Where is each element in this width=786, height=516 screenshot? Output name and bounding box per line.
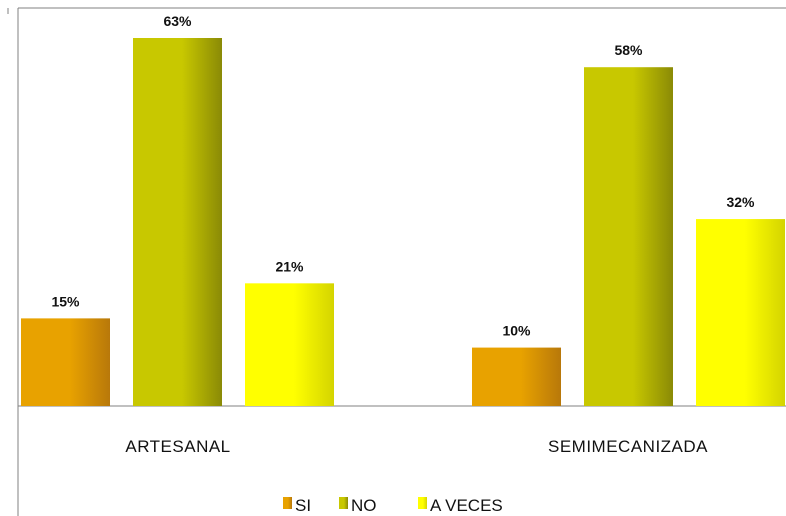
bar-semimecanizada-no: [584, 67, 673, 406]
legend-label-a-veces: A VECES: [430, 496, 503, 515]
legend-swatch-a-veces: [418, 497, 427, 509]
bar-semimecanizada-si: [472, 347, 561, 406]
legend-swatch-si: [283, 497, 292, 509]
category-label-semimecanizada: SEMIMECANIZADA: [548, 437, 708, 456]
bar-semimecanizada-a-veces: [696, 219, 785, 406]
data-label-artesanal-no: 63%: [163, 13, 192, 29]
data-label-semimecanizada-a-veces: 32%: [726, 194, 755, 210]
legend-swatch-no: [339, 497, 348, 509]
bar-artesanal-si: [21, 318, 110, 406]
bars: [21, 38, 785, 406]
legend-label-no: NO: [351, 496, 377, 515]
bar-artesanal-a-veces: [245, 283, 334, 406]
data-label-artesanal-si: 15%: [51, 293, 80, 309]
data-label-semimecanizada-no: 58%: [614, 42, 643, 58]
category-labels: ARTESANAL SEMIMECANIZADA: [125, 437, 708, 456]
bar-artesanal-no: [133, 38, 222, 406]
category-label-artesanal: ARTESANAL: [125, 437, 230, 456]
data-label-semimecanizada-si: 10%: [502, 323, 531, 339]
legend: SI NO A VECES: [283, 496, 503, 515]
data-label-artesanal-a-veces: 21%: [275, 258, 304, 274]
data-labels: 15% 63% 21% 10% 58% 32%: [51, 13, 755, 339]
legend-label-si: SI: [295, 496, 311, 515]
